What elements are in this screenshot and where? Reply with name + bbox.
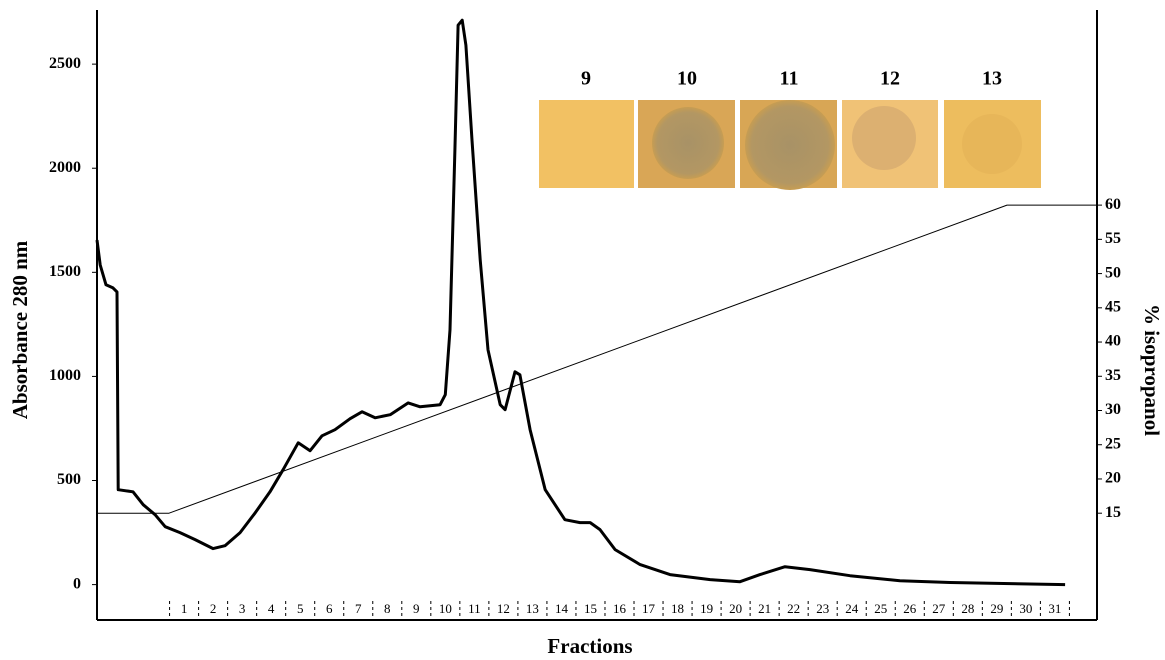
- x-tick-label: 26: [903, 601, 917, 616]
- x-tick-label: 9: [413, 601, 420, 616]
- y2-tick-label: 15: [1105, 504, 1121, 521]
- x-tick-label: 31: [1048, 601, 1061, 616]
- x-axis-title: Fractions: [547, 634, 632, 658]
- x-tick-label: 1: [181, 601, 188, 616]
- plate-zone: [852, 106, 916, 170]
- x-tick-label: 16: [613, 601, 627, 616]
- x-tick-label: 12: [497, 601, 510, 616]
- x-tick-label: 17: [642, 601, 656, 616]
- x-tick-label: 29: [990, 601, 1003, 616]
- plate-zone: [962, 114, 1022, 174]
- x-tick-label: 30: [1019, 601, 1032, 616]
- x-tick-label: 18: [671, 601, 684, 616]
- y-tick-label: 1000: [49, 367, 81, 384]
- x-tick-label: 21: [758, 601, 771, 616]
- y-tick-label: 500: [57, 471, 81, 488]
- plate-zone: [745, 100, 835, 190]
- x-tick-label: 20: [729, 601, 742, 616]
- data-line: [95, 18, 1066, 587]
- y-tick-label: 2000: [49, 159, 81, 176]
- data-line: [97, 204, 1097, 514]
- x-tick-label: 2: [210, 601, 217, 616]
- x-tick-label: 6: [326, 601, 333, 616]
- x-tick-label: 19: [700, 601, 713, 616]
- y2-axis-title: % isopropanol: [1140, 304, 1164, 436]
- plate-label: 11: [780, 68, 799, 90]
- x-tick-label: 23: [816, 601, 829, 616]
- y-tick-label: 0: [73, 575, 81, 592]
- plate-label: 13: [982, 68, 1002, 90]
- x-tick-label: 7: [355, 601, 362, 616]
- y-tick-label: 1500: [49, 263, 81, 280]
- x-tick-label: 10: [439, 601, 452, 616]
- x-tick-label: 27: [932, 601, 946, 616]
- x-tick-label: 14: [555, 601, 569, 616]
- y2-tick-label: 55: [1105, 230, 1121, 247]
- x-tick-label: 22: [787, 601, 800, 616]
- x-tick-label: 4: [268, 601, 275, 616]
- y2-tick-label: 50: [1105, 264, 1121, 281]
- x-tick-label: 28: [961, 601, 974, 616]
- x-tick-label: 8: [384, 601, 391, 616]
- plate-zone: [652, 107, 724, 179]
- plate-label: 9: [581, 68, 591, 90]
- plate-label: 10: [677, 68, 697, 90]
- y-axis-title: Absorbance 280 nm: [8, 240, 32, 419]
- plate-images: [539, 100, 1041, 190]
- y2-tick-label: 25: [1105, 435, 1121, 452]
- x-tick-label: 3: [239, 601, 246, 616]
- plate-image: [539, 100, 634, 188]
- x-tick-label: 11: [468, 601, 481, 616]
- y-tick-label: 2500: [49, 55, 81, 72]
- x-tick-label: 13: [526, 601, 539, 616]
- y2-tick-label: 20: [1105, 470, 1121, 487]
- x-tick-label: 5: [297, 601, 304, 616]
- plate-label: 12: [880, 68, 900, 90]
- y2-tick-label: 35: [1105, 367, 1121, 384]
- y2-tick-label: 30: [1105, 401, 1121, 418]
- x-tick-label: 24: [845, 601, 859, 616]
- y2-tick-label: 60: [1105, 196, 1121, 213]
- y2-tick-label: 45: [1105, 298, 1121, 315]
- x-tick-label: 25: [874, 601, 887, 616]
- y2-tick-label: 40: [1105, 333, 1121, 350]
- x-tick-label: 15: [584, 601, 597, 616]
